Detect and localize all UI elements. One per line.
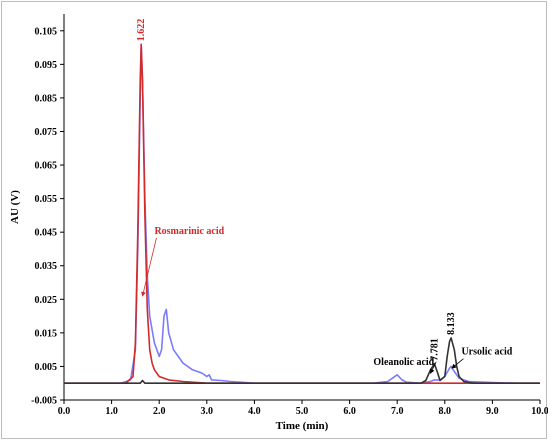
- compound-label-rosmarinic-acid: Rosmarinic acid: [154, 226, 224, 237]
- x-tick-label: 8.0: [439, 406, 452, 417]
- x-tick-label: 0.0: [58, 406, 71, 417]
- callout-arrow: [141, 237, 157, 297]
- annotations-layer: 1.622 7.781 8.133 Rosmarinic acid Oleanolic …: [136, 19, 513, 374]
- y-axis-title: AU (V): [9, 190, 21, 224]
- peak-label-7-781: 7.781: [429, 338, 440, 361]
- x-tick-label: 9.0: [486, 406, 499, 417]
- x-axis-title: Time (min): [276, 420, 329, 432]
- y-tick-label: 0.035: [35, 261, 58, 272]
- y-tick-label: 0.105: [35, 26, 58, 37]
- y-tick-label: 0.065: [35, 161, 58, 172]
- x-tick-label: 6.0: [343, 406, 356, 417]
- x-tick-label: 4.0: [248, 406, 261, 417]
- y-tick-label: 0.075: [35, 127, 58, 138]
- series-layer: [64, 43, 540, 385]
- y-tick-label: 0.095: [35, 60, 58, 71]
- y-tick-label: 0.045: [35, 228, 58, 239]
- peak-label-8-133: 8.133: [446, 312, 457, 335]
- compound-label-oleanolic-acid: Oleanolic acid: [373, 357, 434, 368]
- compound-label-ursolic-acid: Ursolic acid: [461, 347, 512, 358]
- callout-arrow: [451, 358, 464, 369]
- y-tick-label: 0.055: [35, 194, 58, 205]
- x-tick-label: 7.0: [391, 406, 404, 417]
- callout-arrow: [430, 361, 437, 374]
- x-tick-label: 2.0: [153, 406, 166, 417]
- y-tick-label: 0.085: [35, 93, 58, 104]
- x-tick-label: 5.0: [296, 406, 309, 417]
- y-tick-label: -0.005: [31, 396, 57, 407]
- x-tick-label: 3.0: [201, 406, 214, 417]
- series-line-2: [64, 43, 540, 385]
- series-line-3: [64, 337, 540, 385]
- y-tick-label: 0.025: [35, 295, 58, 306]
- peak-label-1-622: 1.622: [136, 19, 147, 42]
- axes: -0.0050.0050.0150.0250.0350.0450.0550.06…: [31, 14, 548, 417]
- x-tick-label: 10.0: [531, 406, 548, 417]
- x-tick-label: 1.0: [105, 406, 118, 417]
- y-tick-label: 0.005: [35, 362, 58, 373]
- y-tick-label: 0.015: [35, 328, 58, 339]
